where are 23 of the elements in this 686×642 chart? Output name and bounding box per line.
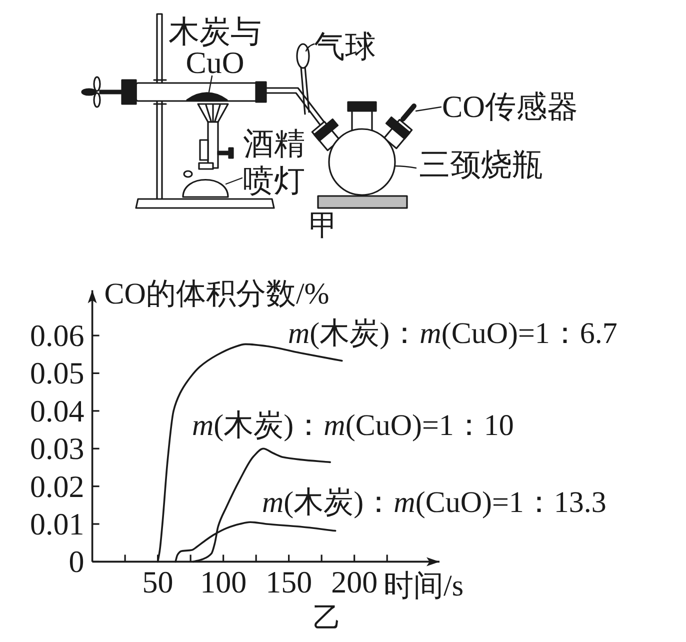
x-tick-label: 200 — [331, 564, 378, 600]
y-axis-title: CO的体积分数/% — [104, 277, 330, 310]
series-label: m(木炭)：m(CuO)=1：13.3 — [262, 486, 606, 519]
y-tick-label: 0.01 — [30, 506, 84, 542]
text: 木炭与CuO — [168, 14, 262, 80]
y-tick-label: 0.05 — [30, 356, 84, 391]
series-label: m(木炭)：m(CuO)=1：10 — [192, 409, 514, 442]
text: 乙 — [313, 603, 341, 634]
x-tick-label: 50 — [142, 564, 174, 600]
y-tick-label: 0.04 — [30, 393, 85, 428]
text: CO传感器 — [442, 89, 578, 124]
text: 三颈烧瓶 — [419, 147, 543, 182]
y-tick-label: 0.02 — [30, 468, 84, 504]
x-tick-label: 150 — [266, 564, 312, 600]
y-tick-label: 0.03 — [30, 431, 84, 466]
x-axis-title: 时间/s — [384, 570, 464, 603]
x-tick-label: 100 — [200, 564, 247, 600]
text: 甲 — [309, 210, 338, 242]
text: 酒精喷灯 — [243, 126, 305, 198]
text: 气球 — [314, 29, 376, 64]
y-tick-label: 0.06 — [30, 318, 84, 354]
series-label: m(木炭)：m(CuO)=1：6.7 — [288, 317, 618, 350]
y-tick-label: 0 — [68, 544, 84, 580]
